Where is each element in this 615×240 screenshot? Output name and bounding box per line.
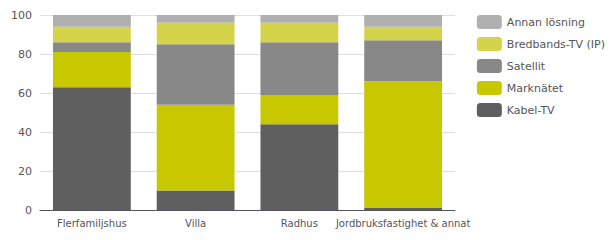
- svg-text:Satellit: Satellit: [507, 60, 546, 73]
- svg-text:Marknätet: Marknätet: [507, 82, 564, 95]
- svg-text:0: 0: [25, 204, 32, 217]
- svg-text:Radhus: Radhus: [281, 218, 318, 229]
- svg-text:Kabel-TV: Kabel-TV: [507, 104, 555, 117]
- svg-text:Flerfamiljshus: Flerfamiljshus: [57, 218, 127, 229]
- svg-text:Villa: Villa: [185, 218, 206, 229]
- svg-text:20: 20: [18, 165, 32, 178]
- svg-text:Annan lösning: Annan lösning: [507, 16, 585, 29]
- svg-text:40: 40: [18, 126, 32, 139]
- svg-text:100: 100: [11, 9, 32, 22]
- svg-text:60: 60: [18, 87, 32, 100]
- svg-text:Jordbruksfastighet & annat: Jordbruksfastighet & annat: [335, 218, 471, 229]
- svg-text:80: 80: [18, 48, 32, 61]
- svg-text:Bredbands-TV (IP): Bredbands-TV (IP): [507, 38, 605, 51]
